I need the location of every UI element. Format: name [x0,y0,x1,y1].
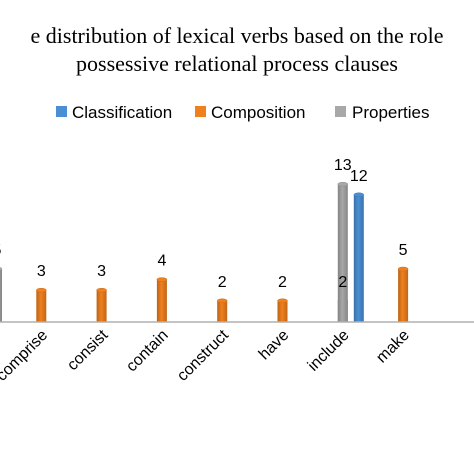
bar-composition-comprise [36,290,47,322]
data-labels: 533422122135 [0,157,408,291]
data-label-composition-consist: 3 [97,263,106,280]
data-label-composition-make: 5 [399,242,408,259]
legend-swatch-properties [335,106,346,117]
bar-classification-include [353,194,364,322]
bar-cap-composition-consist [96,287,107,293]
legend-label-classification: Classification [72,103,172,122]
x-tick-label-make: make [373,327,413,367]
bar-cap-classification-include [353,192,365,198]
bar-properties-include [337,184,348,322]
x-tick-label-have: have [256,327,293,364]
legend-label-properties: Properties [352,103,429,122]
legend-swatch-composition [195,106,206,117]
data-label-composition-contain: 4 [157,253,166,270]
x-tick-label-construct: construct [174,326,232,384]
data-label-classification-include: 12 [350,168,368,185]
bar-composition-consist [96,290,107,322]
x-tick-label-contain: contain [123,327,172,376]
chart-title-line-2: possessive relational process clauses [76,51,398,76]
bar-cap-properties-compose [0,267,3,271]
legend-label-composition: Composition [211,103,306,122]
x-tick-label-comprise: comprise [0,327,51,385]
x-tick-label-include: include [305,327,353,375]
plot-area [0,181,409,322]
x-tick-label-consist: consist [64,326,112,374]
bar-cap-properties-include [337,181,349,187]
data-label-composition-comprise: 3 [37,263,46,280]
bar-composition-make [398,269,409,322]
bar-cap-composition-have [277,298,288,304]
chart-legend: Classification Composition Properties [56,103,429,122]
x-axis-tick-labels: omposecompriseconsistcontainconstructhav… [0,326,413,384]
bar-composition-construct [217,300,228,322]
data-label-properties-compose: 5 [0,242,2,259]
legend-swatch-classification [56,106,67,117]
data-label-composition-include: 2 [338,274,347,291]
data-label-composition-construct: 2 [218,274,227,291]
bar-cap-composition-comprise [36,287,47,293]
data-label-properties-include: 13 [334,157,352,174]
bar-cap-composition-contain [156,277,168,282]
bar-properties-compose [0,269,2,322]
data-label-composition-have: 2 [278,274,287,291]
bar-cap-composition-make [397,266,409,272]
chart-title-line-1: e distribution of lexical verbs based on… [31,23,444,48]
bar-composition-have [277,300,288,322]
bar-cap-composition-construct [216,298,228,304]
bar-composition-contain [156,279,167,322]
